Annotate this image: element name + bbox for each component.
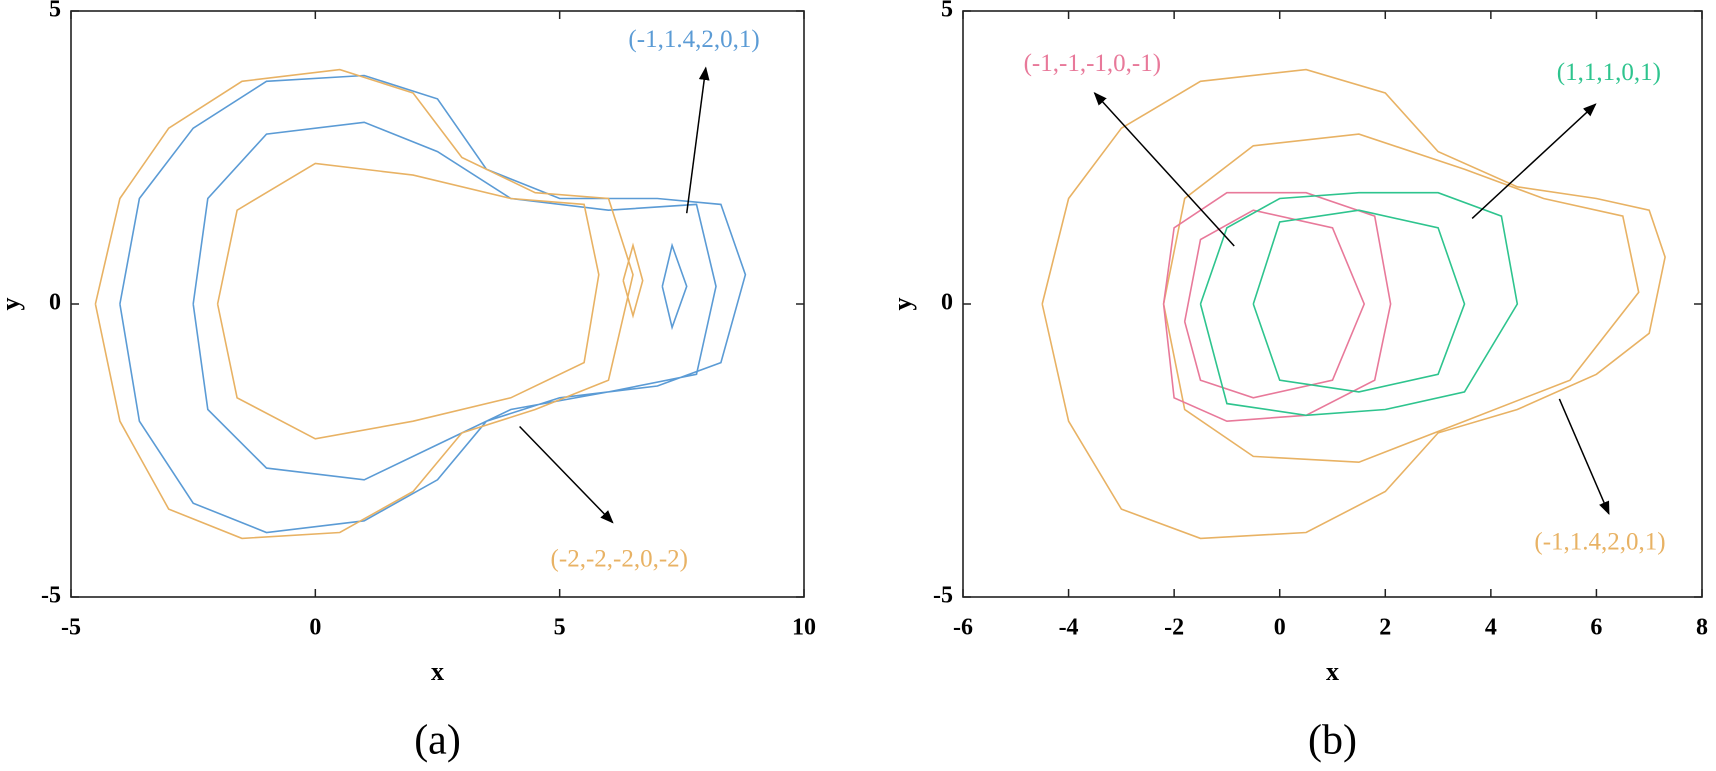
y-tick-label: 0	[49, 290, 61, 316]
x-tick-label: 0	[1274, 615, 1286, 641]
x-tick-label: 6	[1590, 615, 1602, 641]
x-axis-label: x	[1326, 657, 1339, 686]
trajectory	[1041, 68, 1666, 540]
trajectory	[1162, 191, 1392, 423]
x-tick-label: 10	[792, 615, 816, 641]
annotation-arrow	[1471, 103, 1597, 219]
x-axis-label: x	[431, 657, 444, 686]
y-axis-label: y	[0, 298, 25, 311]
annotation-arrow	[1558, 398, 1610, 516]
x-tick-label: 2	[1379, 615, 1391, 641]
y-tick-label: -5	[41, 583, 61, 609]
trajectory	[1199, 191, 1519, 417]
panel-label: (b)	[1308, 718, 1357, 764]
series-label: (-2,-2,-2,0,-2)	[551, 545, 688, 572]
y-tick-label: 0	[941, 290, 953, 316]
x-tick-label: -2	[1164, 615, 1184, 641]
trajectory	[94, 68, 644, 540]
annotation-arrow	[685, 66, 710, 214]
y-tick-label: 5	[941, 0, 953, 23]
annotation-arrow	[519, 425, 614, 524]
series-label: (-1,-1,-1,0,-1)	[1024, 50, 1161, 77]
annotation-arrow	[1093, 92, 1235, 247]
x-tick-label: -5	[61, 615, 81, 641]
series-label: (-1,1.4,2,0,1)	[628, 26, 759, 53]
y-tick-label: 5	[49, 0, 61, 23]
x-tick-label: 0	[309, 615, 321, 641]
axes-frame	[962, 10, 1703, 598]
x-tick-label: -4	[1059, 615, 1079, 641]
x-tick-label: -6	[953, 615, 973, 641]
trajectory	[119, 74, 747, 534]
x-tick-label: 4	[1485, 615, 1497, 641]
panel-label: (a)	[414, 718, 461, 764]
x-tick-label: 5	[554, 615, 566, 641]
series-label: (1,1,1,0,1)	[1557, 59, 1661, 86]
series-label: (-1,1.4,2,0,1)	[1534, 528, 1665, 555]
x-tick-label: 8	[1696, 615, 1708, 641]
y-axis-label: y	[888, 298, 917, 311]
y-tick-label: -5	[933, 583, 953, 609]
